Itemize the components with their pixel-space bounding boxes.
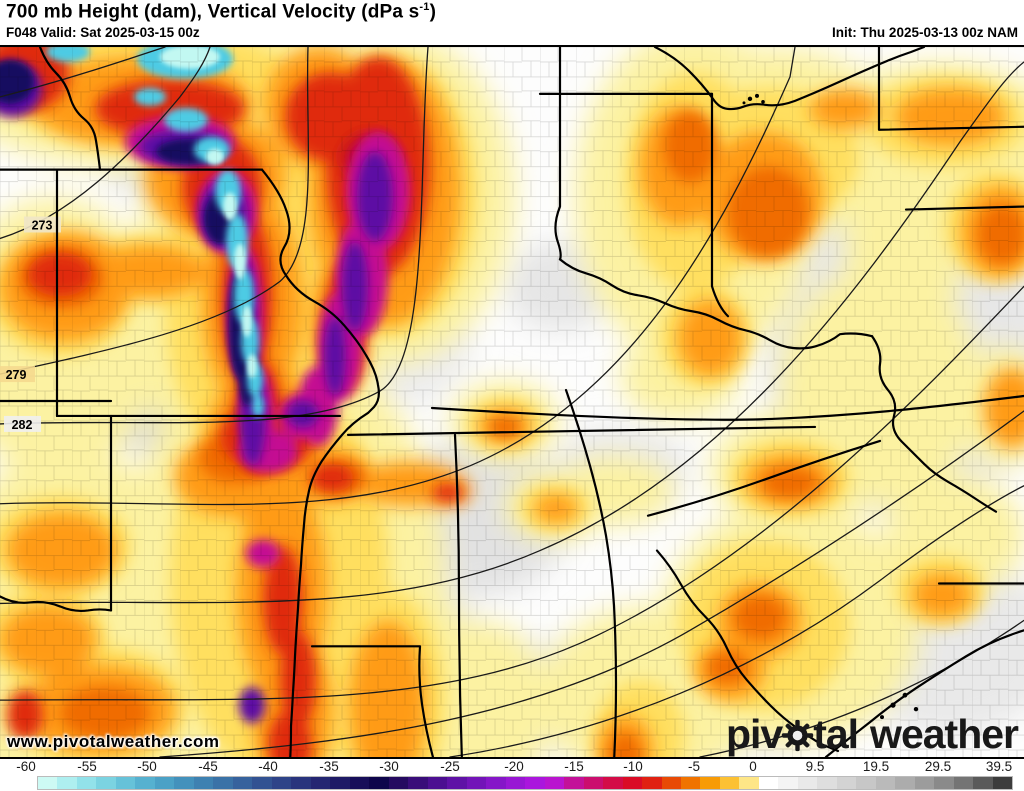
watermark-url: www.pivotalweather.com [7, 732, 220, 751]
colorbar-cell [291, 777, 311, 789]
colorbar-cell [213, 777, 233, 789]
tick-label: 9.5 [805, 759, 825, 774]
colorbar-cell [232, 777, 253, 789]
colorbar-cell [174, 777, 194, 789]
colorbar-cell [135, 777, 155, 789]
page-title: 700 mb Height (dam), Vertical Velocity (… [6, 1, 437, 23]
colorbar-cell [797, 777, 818, 789]
colorbar-cell [330, 777, 350, 789]
weather-map: 273 279 282 [0, 45, 1024, 759]
colorbar-scale [37, 776, 1013, 790]
colorbar-cell [271, 777, 292, 789]
contour-label-282: 282 [12, 418, 33, 432]
colorbar-ticks: -60 -55 -50 -45 -40 -35 -30 -25 -20 -15 -10 -5 0 9.5 1… [0, 759, 1024, 776]
colorbar-cell [642, 777, 662, 789]
colorbar-cell [661, 777, 681, 789]
contour-label-279: 279 [6, 368, 27, 382]
init-time-label: Init: Thu 2025-03-13 00z NAM [831, 25, 1018, 40]
tick-label: -40 [258, 759, 278, 774]
tick-label: -45 [198, 759, 218, 774]
map-canvas: 273 279 282 [0, 47, 1024, 757]
state-borders [0, 47, 1024, 757]
colorbar-cell [544, 777, 565, 789]
colorbar-cell [408, 777, 428, 789]
colorbar-cell [505, 777, 526, 789]
county-lines [0, 47, 1024, 757]
colorbar-cell [252, 777, 272, 789]
tick-label: -60 [16, 759, 36, 774]
colorbar-cell [193, 777, 214, 789]
tick-label: -25 [440, 759, 460, 774]
tick-label: -10 [623, 759, 643, 774]
colorbar-cell [388, 777, 409, 789]
colorbar-cell [38, 777, 58, 789]
logo-text-weather: weather [870, 711, 1019, 757]
tick-label: 0 [749, 759, 757, 774]
colorbar-cell [700, 777, 720, 789]
valid-time-label: F048 Valid: Sat 2025-03-15 00z [6, 25, 200, 40]
colorbar-cell [739, 777, 759, 789]
coastline-detail [742, 93, 919, 720]
colorbar-cell [96, 777, 116, 789]
tick-label: -55 [77, 759, 97, 774]
tick-label: -20 [504, 759, 524, 774]
colorbar-cell [875, 777, 896, 789]
colorbar-cell [76, 777, 97, 789]
colorbar-cell [856, 777, 876, 789]
colorbar-cell [310, 777, 331, 789]
colorbar-cell [622, 777, 643, 789]
colorbar-cell [992, 777, 1013, 789]
tick-label: -35 [319, 759, 339, 774]
contour-label-273: 273 [32, 219, 53, 233]
colorbar-cell [758, 777, 779, 789]
tick-label: 19.5 [862, 759, 890, 774]
colorbar-cell [895, 777, 915, 789]
tick-label: -15 [564, 759, 584, 774]
gear-icon [781, 719, 814, 752]
colorbar-cell [564, 777, 584, 789]
logo-text-piv: piv [725, 711, 783, 757]
tick-label: -5 [687, 759, 701, 774]
colorbar-cell [953, 777, 974, 789]
contour-labels: 273 279 282 [0, 216, 61, 432]
header: 700 mb Height (dam), Vertical Velocity (… [0, 0, 1024, 45]
colorbar-cell [427, 777, 448, 789]
tick-label: -50 [137, 759, 157, 774]
colorbar-cell [583, 777, 604, 789]
colorbar-cell [115, 777, 136, 789]
colorbar-cell [154, 777, 175, 789]
logo-text-tal: tal [813, 711, 859, 757]
colorbar-cell [934, 777, 954, 789]
colorbar-cell [817, 777, 837, 789]
colorbar-cell [466, 777, 487, 789]
colorbar: -60 -55 -50 -45 -40 -35 -30 -25 -20 -15 -10 -5 0 9.5 1… [0, 759, 1024, 791]
tick-label: 29.5 [924, 759, 952, 774]
pivotal-weather-logo: piv tal weather [725, 711, 1019, 757]
colorbar-cell [836, 777, 857, 789]
colorbar-cell [57, 777, 77, 789]
colorbar-cell [369, 777, 389, 789]
colorbar-cell [680, 777, 701, 789]
colorbar-cell [447, 777, 467, 789]
colorbar-cell [603, 777, 623, 789]
colorbar-cell [486, 777, 506, 789]
colorbar-cell [778, 777, 798, 789]
colorbar-cell [349, 777, 370, 789]
colorbar-cell [719, 777, 740, 789]
colorbar-cell [525, 777, 545, 789]
colorbar-cell [914, 777, 935, 789]
colorbar-cell [973, 777, 993, 789]
tick-label: -30 [379, 759, 399, 774]
tick-label: 39.5 [985, 759, 1013, 774]
